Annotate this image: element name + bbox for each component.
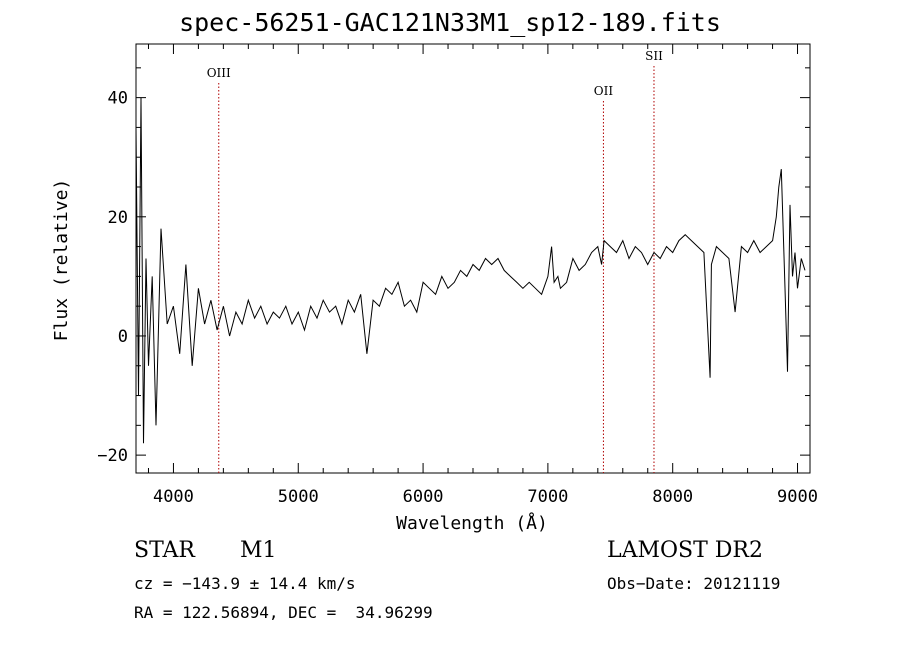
x-axis: 4000 5000 6000 7000 8000 9000: [147, 44, 818, 507]
emission-line-markers: OIII OII SII: [207, 49, 663, 473]
emission-line-label: OII: [594, 84, 614, 98]
object-subclass: M1: [240, 538, 277, 563]
x-tick-label: 5000: [278, 487, 319, 507]
y-axis: −20 0 20 40: [97, 67, 810, 466]
object-class: STAR: [134, 538, 195, 563]
spectrum-line: [135, 97, 806, 444]
x-tick-label: 6000: [403, 487, 444, 507]
y-axis-label: Flux (relative): [51, 179, 72, 342]
observation-date: Obs−Date: 20121119: [607, 574, 781, 593]
y-tick-label: 40: [108, 89, 128, 109]
x-tick-label: 9000: [777, 487, 818, 507]
y-tick-label: 20: [108, 208, 128, 228]
x-tick-label: 7000: [527, 487, 568, 507]
redshift-velocity: cz = −143.9 ± 14.4 km/s: [134, 574, 356, 593]
coordinates: RA = 122.56894, DEC = 34.96299: [134, 603, 433, 622]
emission-line-label: OIII: [207, 66, 231, 80]
x-tick-label: 4000: [153, 487, 194, 507]
chart-title: spec-56251-GAC121N33M1_sp12-189.fits: [179, 8, 721, 37]
y-tick-label: 0: [118, 327, 128, 347]
emission-line-label: SII: [645, 49, 663, 63]
x-tick-label: 8000: [652, 487, 693, 507]
x-axis-label: Wavelength (Å): [396, 512, 548, 534]
plot-frame: [135, 43, 811, 474]
y-tick-label: −20: [97, 446, 128, 466]
survey-name: LAMOST DR2: [607, 538, 763, 563]
